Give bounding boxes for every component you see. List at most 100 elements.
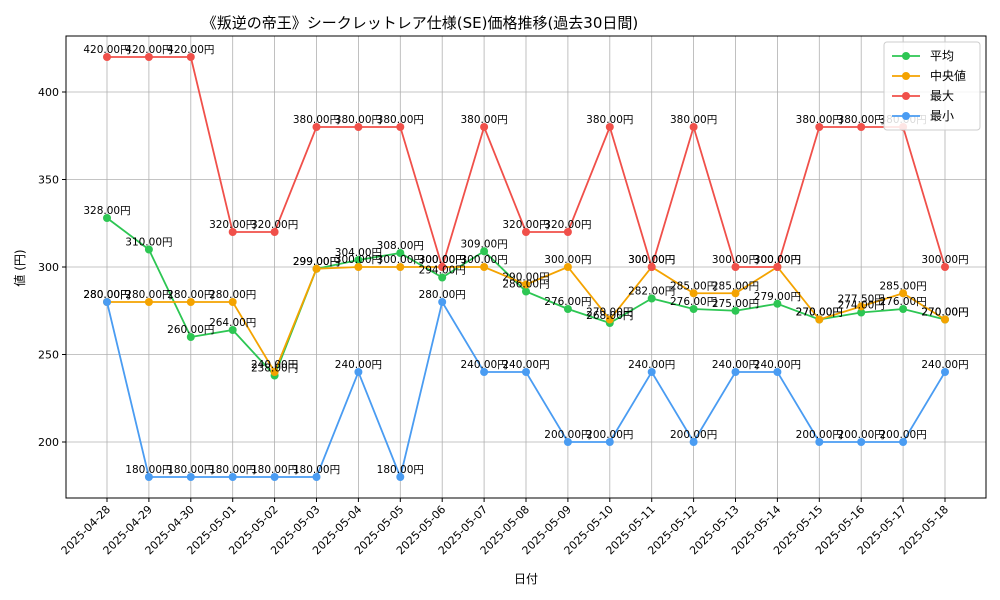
data-point xyxy=(647,294,656,303)
data-label: 299.00円 xyxy=(293,256,340,268)
data-point xyxy=(563,228,572,236)
data-point xyxy=(689,123,698,131)
data-point xyxy=(563,305,572,313)
data-label: 300.00円 xyxy=(377,254,424,266)
data-label: 270.00円 xyxy=(796,307,843,319)
legend-marker xyxy=(902,72,910,80)
data-label: 280.00円 xyxy=(125,289,172,301)
data-label: 300.00円 xyxy=(921,254,968,266)
data-point xyxy=(480,368,489,376)
data-label: 285.00円 xyxy=(879,280,926,292)
data-label: 200.00円 xyxy=(879,429,926,441)
data-label: 240.00円 xyxy=(502,359,549,371)
data-point xyxy=(522,287,530,296)
data-label: 200.00円 xyxy=(586,429,633,441)
data-label: 380.00円 xyxy=(335,114,382,126)
data-label: 380.00円 xyxy=(377,114,424,126)
data-point xyxy=(186,333,195,341)
data-point xyxy=(941,263,949,271)
data-point xyxy=(899,438,908,446)
data-point xyxy=(689,438,698,446)
data-label: 299.00円 xyxy=(293,256,340,268)
data-label: 180.00円 xyxy=(293,464,340,476)
data-point xyxy=(815,123,824,131)
data-label: 240.00円 xyxy=(712,359,759,371)
data-label: 300.00円 xyxy=(419,254,466,266)
legend-entry: 最大 xyxy=(930,89,954,103)
data-label: 320.00円 xyxy=(544,219,591,231)
data-label: 280.00円 xyxy=(419,289,466,301)
data-point xyxy=(396,473,405,481)
legend-entry: 中央値 xyxy=(930,68,966,83)
data-point xyxy=(354,256,363,264)
data-point xyxy=(103,53,111,61)
data-label: 380.00円 xyxy=(586,114,633,126)
data-label: 300.00円 xyxy=(754,254,801,266)
data-label: 380.00円 xyxy=(293,114,340,126)
data-label: 282.00円 xyxy=(628,286,675,298)
data-label: 268.00円 xyxy=(586,310,633,322)
data-point xyxy=(857,123,866,131)
legend-entry: 最小 xyxy=(930,109,954,123)
data-point xyxy=(480,263,489,271)
data-point xyxy=(312,123,321,131)
data-point xyxy=(480,247,489,256)
data-label: 280.00円 xyxy=(167,289,214,301)
data-label: 280.00円 xyxy=(83,289,130,301)
data-point xyxy=(605,123,614,131)
data-point xyxy=(605,315,614,324)
data-point xyxy=(689,289,698,298)
y-tick-label: 400 xyxy=(38,86,59,99)
data-label: 300.00円 xyxy=(628,254,675,266)
data-point xyxy=(522,228,530,236)
data-point xyxy=(354,263,363,271)
data-point xyxy=(396,263,405,271)
data-point xyxy=(396,249,405,257)
series-layer xyxy=(103,53,949,481)
data-point xyxy=(731,289,740,298)
data-point xyxy=(228,228,237,236)
data-label: 279.00円 xyxy=(754,291,801,303)
data-point xyxy=(144,245,153,254)
data-label: 240.00円 xyxy=(335,359,382,371)
data-point xyxy=(103,214,111,222)
data-label: 300.00円 xyxy=(335,254,382,266)
data-label: 285.00円 xyxy=(670,280,717,292)
data-label: 310.00円 xyxy=(125,237,172,249)
data-label: 180.00円 xyxy=(125,464,172,476)
data-label: 300.00円 xyxy=(460,254,507,266)
data-label: 238.00円 xyxy=(251,363,298,375)
data-point xyxy=(815,438,824,446)
data-point xyxy=(857,302,866,311)
data-point xyxy=(144,53,153,61)
data-label: 290.00円 xyxy=(502,272,549,284)
data-point xyxy=(522,280,530,289)
data-label: 328.00円 xyxy=(83,205,130,217)
data-point xyxy=(522,368,530,376)
data-label: 320.00円 xyxy=(251,219,298,231)
data-label: 270.00円 xyxy=(586,307,633,319)
chart-title: 《叛逆の帝王》シークレットレア仕様(SE)価格推移(過去30日間) xyxy=(202,14,639,32)
data-label: 274.00円 xyxy=(838,300,885,312)
y-tick-label: 200 xyxy=(38,436,59,449)
data-point xyxy=(186,298,195,306)
data-label: 240.00円 xyxy=(251,359,298,371)
data-point xyxy=(563,263,572,271)
data-point xyxy=(438,263,447,271)
data-point xyxy=(773,263,782,271)
data-label: 420.00円 xyxy=(167,44,214,56)
data-label: 240.00円 xyxy=(628,359,675,371)
legend-entry: 平均 xyxy=(930,49,954,63)
data-label: 304.00円 xyxy=(335,247,382,259)
data-label: 300.00円 xyxy=(628,254,675,266)
data-point xyxy=(857,438,866,446)
data-label: 200.00円 xyxy=(670,429,717,441)
data-point xyxy=(731,368,740,376)
data-point xyxy=(186,53,195,61)
data-point xyxy=(270,473,279,481)
data-label: 276.00円 xyxy=(544,296,591,308)
data-label: 300.00円 xyxy=(712,254,759,266)
data-point xyxy=(438,298,447,306)
data-label: 240.00円 xyxy=(754,359,801,371)
